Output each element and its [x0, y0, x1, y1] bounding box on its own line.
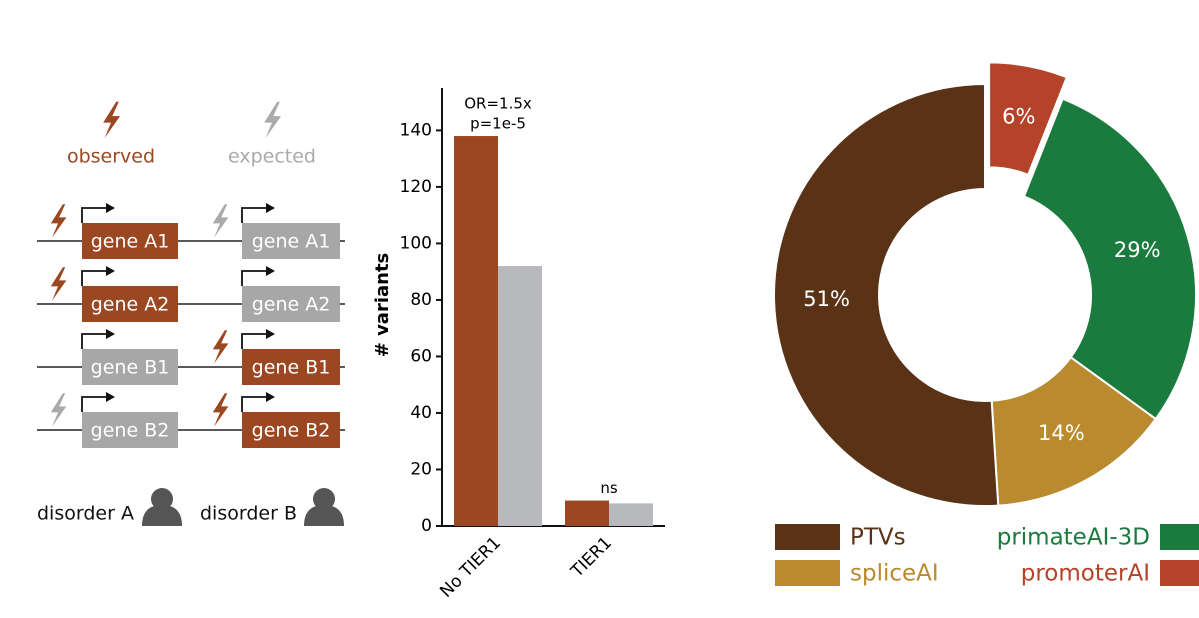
y-tick-label: 0: [421, 516, 432, 536]
lightning-icon: [212, 393, 229, 427]
gene-box: [242, 412, 340, 448]
slice-label: 29%: [1114, 238, 1161, 262]
lightning-icon: [212, 204, 229, 238]
legend-swatch: [775, 524, 840, 550]
person-icon: [142, 488, 182, 526]
y-tick-label: 60: [410, 346, 432, 366]
legend-label: promoterAI: [1021, 561, 1150, 587]
gene-label: gene B1: [252, 357, 331, 379]
promoter-arrow: [241, 207, 268, 223]
donut-slice: [773, 82, 1000, 507]
promoter-arrow: [241, 270, 268, 286]
column-heading: observed: [67, 146, 155, 168]
legend-swatch: [1160, 524, 1199, 550]
gene-label: gene A2: [91, 294, 170, 316]
disorder-label: disorder B: [200, 503, 297, 525]
annotation: p=1e-5: [470, 115, 526, 133]
lightning-icon: [50, 204, 67, 238]
y-axis-label: # variants: [372, 253, 393, 358]
gene-box: [82, 412, 178, 448]
promoter-arrow: [81, 333, 108, 349]
y-tick-label: 80: [410, 290, 432, 310]
gene-label: gene B2: [91, 420, 170, 442]
annotation: OR=1.5x: [464, 95, 532, 113]
promoter-arrow: [81, 270, 108, 286]
gene-box: [82, 349, 178, 385]
y-tick-label: 120: [400, 177, 432, 197]
lightning-icon: [264, 101, 282, 139]
gene-box: [242, 349, 340, 385]
disorder-label: disorder A: [37, 503, 134, 525]
arrow-head: [266, 329, 275, 339]
lightning-icon: [212, 330, 229, 364]
gene-label: gene A1: [252, 231, 331, 253]
diagram: observed expected disorder A disorder B: [37, 146, 344, 526]
lightning-icon: [50, 267, 67, 301]
arrow-head: [266, 392, 275, 402]
promoter-arrow: [241, 396, 268, 412]
arrow-head: [266, 266, 275, 276]
donut-slice: [1022, 97, 1197, 421]
promoter-arrow: [241, 333, 268, 349]
slice-label: 51%: [803, 287, 850, 311]
gene-box: [82, 223, 178, 259]
y-tick-label: 100: [400, 233, 432, 253]
legend-label: PTVs: [850, 525, 906, 551]
column-heading: expected: [228, 146, 316, 168]
x-tick-label: TIER1: [567, 533, 616, 582]
gene-box: [242, 286, 340, 322]
arrow-head: [266, 203, 275, 213]
legend-label: primateAI-3D: [997, 525, 1150, 551]
slice-label: 6%: [1002, 105, 1035, 129]
gene-box: [82, 286, 178, 322]
bar: [454, 136, 498, 527]
legend-swatch: [1160, 560, 1199, 586]
gene-label: gene A1: [91, 231, 170, 253]
bar: [609, 503, 653, 526]
arrow-head: [106, 392, 115, 402]
arrow-head: [106, 203, 115, 213]
donut-slice: [990, 355, 1158, 507]
bar: [565, 500, 609, 526]
legend-swatch: [775, 560, 840, 586]
annotation: ns: [600, 479, 618, 497]
y-tick-label: 20: [410, 459, 432, 479]
promoter-arrow: [81, 207, 108, 223]
bar: [498, 266, 542, 526]
y-tick-label: 140: [400, 120, 432, 140]
gene-box: [242, 223, 340, 259]
arrow-head: [106, 266, 115, 276]
lightning-icon: [103, 101, 121, 139]
gene-label: gene A2: [252, 294, 331, 316]
gene-label: gene B1: [91, 357, 170, 379]
arrow-head: [106, 329, 115, 339]
donut-slice: [988, 61, 1069, 177]
person-icon: [304, 488, 344, 526]
lightning-icon: [50, 393, 67, 427]
promoter-arrow: [81, 396, 108, 412]
y-tick-label: 40: [410, 403, 432, 423]
slice-label: 14%: [1038, 421, 1085, 445]
gene-label: gene B2: [252, 420, 331, 442]
legend-label: spliceAI: [850, 561, 939, 587]
x-tick-label: No TIER1: [436, 533, 505, 602]
